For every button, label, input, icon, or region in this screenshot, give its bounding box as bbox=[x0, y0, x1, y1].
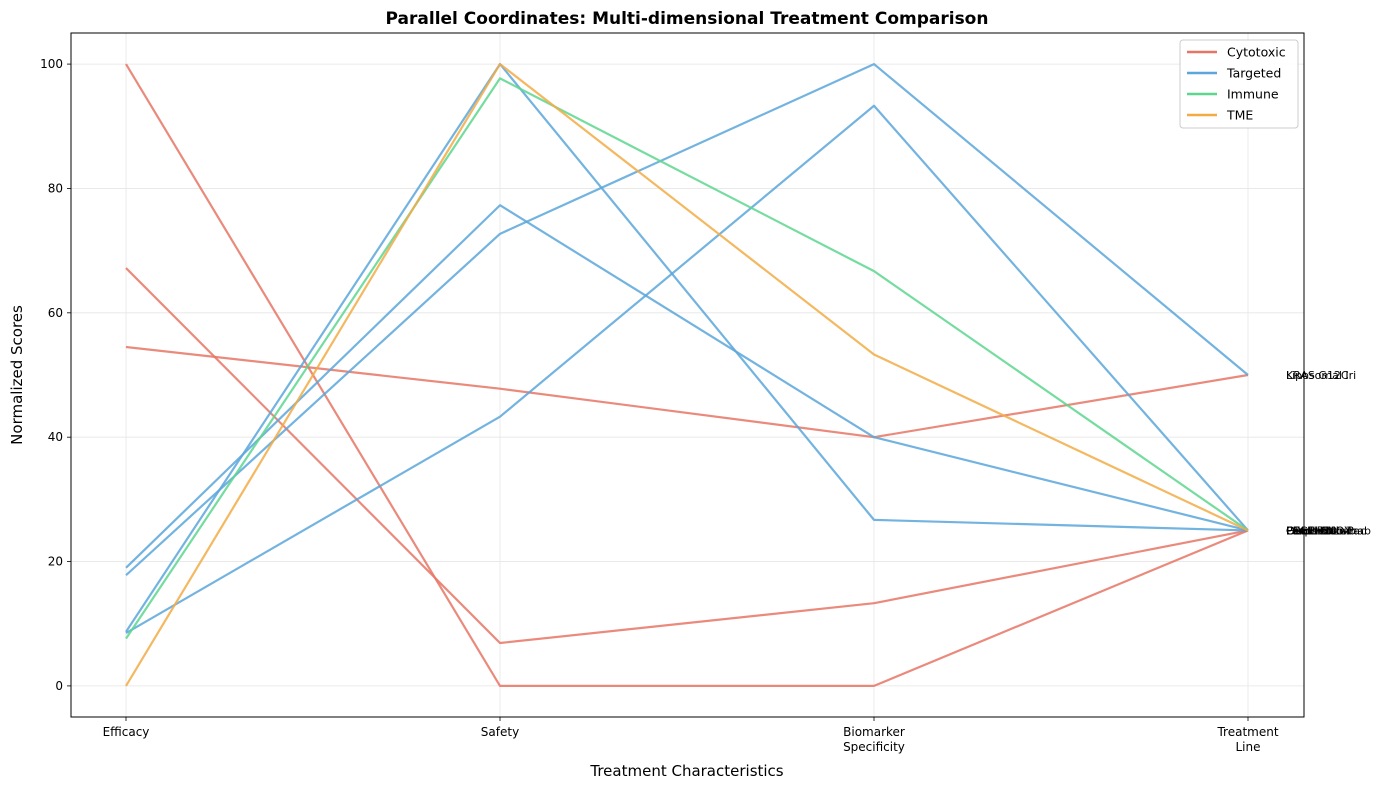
y-tick-label: 80 bbox=[48, 181, 63, 195]
plot-frame bbox=[70, 32, 1305, 718]
legend-entry: Cytotoxic bbox=[1227, 45, 1286, 60]
legend: Cytotoxic Targeted Immune TME bbox=[1179, 39, 1299, 129]
y-tick-label: 100 bbox=[40, 57, 63, 71]
x-tick-label: Biomarker Specificity bbox=[843, 725, 905, 754]
y-tick-label: 0 bbox=[55, 679, 63, 693]
x-tick-label: Treatment Line bbox=[1216, 725, 1278, 754]
series-line-tme bbox=[125, 62, 1249, 687]
end-label: Liposomal Iri bbox=[1286, 369, 1356, 382]
y-tick-label: 40 bbox=[48, 430, 63, 444]
series-line-targeted bbox=[125, 204, 1249, 569]
legend-entry: Immune bbox=[1227, 87, 1279, 102]
legend-box bbox=[1179, 39, 1299, 129]
end-label: Larotrectinib bbox=[1286, 524, 1356, 537]
legend-entry: TME bbox=[1226, 108, 1253, 123]
y-tick-label: 60 bbox=[48, 306, 63, 320]
x-tick-label: Efficacy bbox=[103, 725, 150, 739]
series-line-cytotoxic bbox=[125, 267, 1249, 645]
y-axis-label: Normalized Scores bbox=[8, 305, 26, 445]
series-lines bbox=[125, 62, 1249, 688]
x-tick-label: Safety bbox=[481, 725, 519, 739]
series-line-targeted bbox=[125, 104, 1249, 635]
series-line-cytotoxic bbox=[125, 345, 1249, 439]
legend-entry: Targeted bbox=[1226, 66, 1281, 81]
end-label: Gem+Nab-Pac bbox=[1286, 524, 1366, 537]
end-label: Erlotinib bbox=[1286, 524, 1332, 537]
series-line-targeted bbox=[125, 62, 1249, 633]
x-axis-label: Treatment Characteristics bbox=[589, 762, 783, 780]
end-label: Pembrolizumab bbox=[1286, 524, 1371, 537]
end-label: KRAS G12C bbox=[1286, 369, 1349, 382]
axis-ticks: 0 20 40 60 80 100 Efficacy Safety Biomarker Speci… bbox=[40, 57, 1279, 754]
end-label: FOLFIRINOX bbox=[1286, 524, 1352, 537]
series-line-immune bbox=[125, 77, 1249, 640]
chart-title: Parallel Coordinates: Multi-dimensional … bbox=[386, 9, 989, 29]
end-label: PEGPH20 bbox=[1286, 524, 1337, 537]
end-label: Olaparib bbox=[1286, 524, 1333, 537]
y-tick-label: 20 bbox=[48, 555, 63, 569]
series-line-targeted bbox=[125, 62, 1249, 577]
